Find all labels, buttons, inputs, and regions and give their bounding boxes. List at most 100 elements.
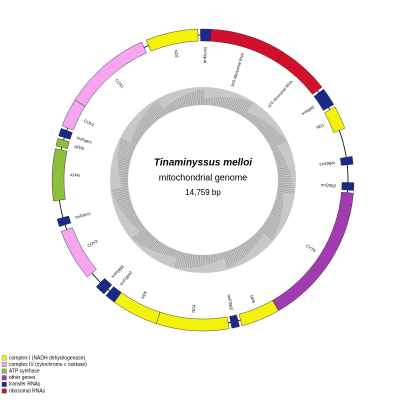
gc-tick: [218, 253, 221, 261]
gc-tick: [274, 202, 283, 207]
gc-tick: [118, 154, 132, 159]
gc-tick: [121, 185, 129, 188]
gc-tick: [263, 128, 275, 137]
gc-tick: [117, 157, 131, 162]
gc-tick: [143, 114, 154, 125]
gc-tick: [168, 248, 173, 256]
gc-tick: [277, 189, 294, 192]
gc-tick: [264, 129, 276, 138]
gc-tick: [269, 214, 281, 221]
gc-tick: [118, 152, 132, 158]
gc-tick: [207, 254, 209, 265]
gc-tick: [231, 98, 238, 111]
gc-tick: [138, 122, 148, 131]
gc-tick: [276, 192, 284, 194]
gc-tick: [174, 250, 178, 257]
gene-block: [324, 106, 346, 133]
gc-tick: [163, 246, 169, 255]
legend-swatch: [1, 388, 7, 394]
gc-tick: [258, 122, 268, 131]
gc-tick: [210, 254, 213, 264]
gc-tick: [153, 241, 161, 252]
gc-tick: [267, 134, 282, 143]
gc-tick: [237, 99, 246, 114]
legend-swatch: [1, 355, 7, 361]
gc-tick: [222, 252, 228, 269]
gc-tick: [213, 97, 216, 106]
gc-tick: [277, 172, 291, 175]
gc-tick: [277, 182, 293, 185]
gene-block: [210, 28, 284, 63]
gc-tick: [252, 235, 259, 242]
gene-block: [105, 286, 122, 303]
gene-block: [58, 128, 73, 140]
gc-tick: [146, 237, 156, 249]
gene-label: COX2: [83, 118, 96, 128]
gene-block: [74, 41, 147, 107]
gc-tick: [233, 98, 240, 112]
gene-label: ATP6: [70, 172, 81, 177]
gc-tick: [268, 215, 280, 223]
gc-tick: [240, 101, 249, 116]
gc-tick: [167, 105, 172, 113]
legend-label: transfer RNAs: [9, 382, 41, 388]
gc-tick: [261, 125, 272, 134]
gc-tick: [277, 190, 294, 194]
gc-tick: [117, 199, 131, 205]
gc-tick: [236, 99, 244, 113]
gc-tick: [142, 115, 152, 126]
gc-tick: [268, 136, 283, 145]
gc-tick: [242, 243, 250, 253]
gene-label: 16S ribosomal RNA: [230, 52, 245, 87]
gc-tick: [277, 187, 294, 190]
gc-tick: [270, 139, 285, 147]
gc-tick: [274, 155, 283, 159]
gc-tick: [248, 239, 255, 248]
gc-tick: [264, 222, 277, 232]
gc-tick: [275, 160, 286, 164]
gene-label: trnS(tga): [319, 160, 336, 167]
gc-tick: [137, 125, 146, 133]
gene-block: [341, 182, 355, 191]
gc-tick: [254, 118, 261, 126]
gc-tick: [158, 243, 165, 254]
gc-tick: [179, 97, 184, 108]
gc-tick: [120, 138, 136, 147]
gc-tick: [112, 190, 129, 194]
gene-block: [238, 300, 279, 327]
gc-tick: [227, 97, 233, 110]
gc-tick: [132, 137, 140, 142]
gc-tick: [276, 193, 284, 196]
gc-tick: [133, 228, 147, 240]
gc-tick: [238, 100, 247, 115]
legend-label: ATP synthase: [9, 369, 40, 375]
gc-tick: [170, 103, 175, 111]
gc-tick: [160, 244, 166, 254]
gc-tick: [224, 97, 229, 109]
gene-block: [61, 99, 86, 131]
gc-tick: [255, 233, 261, 239]
gc-tick: [215, 96, 218, 107]
gc-tick: [116, 198, 131, 203]
gene-block: [200, 28, 212, 42]
gc-tick: [146, 111, 156, 123]
gene-block: [146, 28, 199, 52]
gc-tick: [273, 204, 283, 209]
gc-tick: [225, 251, 232, 267]
gc-tick: [273, 152, 282, 156]
gc-tick: [112, 189, 129, 192]
gc-tick: [261, 226, 275, 237]
gc-tick: [172, 249, 176, 257]
gc-tick: [117, 159, 131, 164]
gc-tick: [182, 252, 187, 269]
gc-tick: [164, 107, 169, 114]
gc-tick: [212, 254, 214, 263]
legend-label: ribosomal RNAs: [9, 388, 46, 394]
gc-tick: [234, 247, 241, 261]
gc-tick: [236, 247, 243, 260]
gc-tick: [277, 174, 291, 176]
gc-tick: [135, 128, 144, 135]
gene-label: ND4: [191, 304, 197, 313]
gc-tick: [272, 208, 283, 214]
gc-tick: [257, 121, 266, 129]
